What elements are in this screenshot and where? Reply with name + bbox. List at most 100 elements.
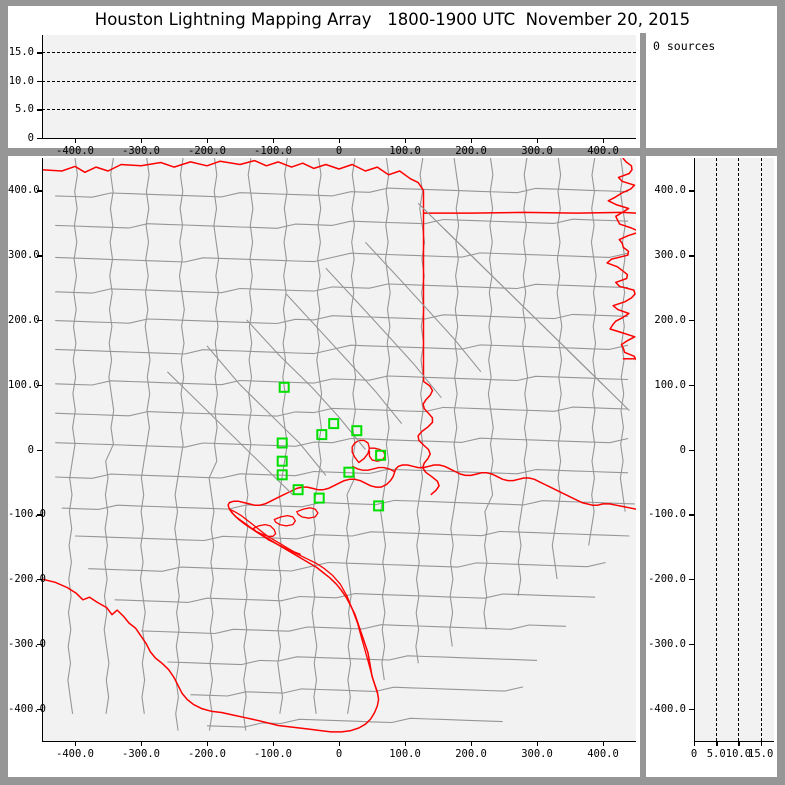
histogram-x-tick xyxy=(694,741,696,746)
histogram-y-tick xyxy=(689,514,694,516)
bay-matagorda xyxy=(296,507,319,519)
map-x-tick xyxy=(405,741,407,746)
histogram-x-ticklabel: 10.0 xyxy=(725,748,752,760)
altitude-x-tick xyxy=(75,138,77,143)
map-y-axis xyxy=(42,158,44,741)
altitude-x-tick xyxy=(405,138,407,143)
lma-station-marker[interactable] xyxy=(316,429,328,441)
source-count-label: 0 sources xyxy=(653,39,716,53)
histogram-y-ticklabel: 300.0 xyxy=(654,249,686,262)
lma-station-marker[interactable] xyxy=(343,466,355,478)
map-x-tick xyxy=(207,741,209,746)
county-boundary xyxy=(576,358,630,411)
map-x-tick xyxy=(339,741,341,746)
map-x-tick xyxy=(273,741,275,746)
altitude-y-ticklabel: 0 xyxy=(27,132,34,144)
county-boundary xyxy=(55,344,629,355)
county-boundary xyxy=(208,158,220,731)
altitude-x-ticklabel: 400.0 xyxy=(587,145,619,157)
map-y-tick xyxy=(37,449,42,451)
histogram-x-axis xyxy=(694,741,774,743)
histogram-y-tick xyxy=(689,319,694,322)
histogram-y-ticklabel: 0 xyxy=(679,443,686,456)
altitude-y-tick xyxy=(37,80,42,83)
county-boundary xyxy=(55,252,629,263)
county-boundary xyxy=(55,187,629,198)
county-boundary xyxy=(55,468,629,479)
altitude-y-ticklabel: 10.0 xyxy=(8,74,34,87)
histogram-y-ticklabel: 400.0 xyxy=(654,184,686,197)
lma-station-marker[interactable] xyxy=(351,425,363,437)
map-x-tick xyxy=(471,741,473,746)
state-line-rio-grande xyxy=(42,578,380,733)
county-boundary xyxy=(167,655,538,666)
map-x-tick xyxy=(603,741,605,746)
histogram-gridline xyxy=(738,158,740,741)
lma-station-marker[interactable] xyxy=(276,437,288,449)
map-y-tick xyxy=(37,643,42,646)
map-y-ticklabel: -400.0 xyxy=(8,702,46,715)
map-y-ticklabel: 0 xyxy=(27,443,34,456)
lma-station-marker[interactable] xyxy=(278,381,290,393)
lma-station-marker[interactable] xyxy=(373,500,385,512)
histogram-y-ticklabel: 100.0 xyxy=(654,378,686,391)
county-boundary xyxy=(55,313,629,325)
map-x-ticklabel: -400.0 xyxy=(56,748,94,760)
county-boundary xyxy=(61,499,635,510)
map-x-ticklabel: 300.0 xyxy=(521,748,553,760)
map-y-tick xyxy=(37,708,42,710)
county-boundary xyxy=(588,158,597,546)
lma-station-marker[interactable] xyxy=(313,492,325,504)
histogram-y-tick xyxy=(689,384,694,387)
histogram-y-ticklabel: -400.0 xyxy=(648,702,686,715)
histogram-y-tick xyxy=(689,708,694,710)
county-boundary xyxy=(55,437,629,448)
altitude-gridline xyxy=(42,52,636,54)
altitude-x-ticklabel: 200.0 xyxy=(455,145,487,157)
histogram-y-ticklabel: -200.0 xyxy=(648,573,686,586)
lma-station-marker[interactable] xyxy=(276,455,288,467)
histogram-y-tick xyxy=(689,190,694,192)
altitude-y-ticklabel: 15.0 xyxy=(8,46,34,59)
map-x-ticklabel: 0 xyxy=(335,748,343,760)
histogram-x-ticklabel: 5.0 xyxy=(706,748,726,760)
county-boundary xyxy=(55,218,629,229)
county-boundary xyxy=(74,530,630,542)
bay-baffin xyxy=(252,523,277,537)
lma-station-marker[interactable] xyxy=(292,484,304,496)
county-boundary xyxy=(364,241,482,373)
county-boundary xyxy=(246,319,366,450)
map-y-ticklabel: -100.0 xyxy=(8,508,46,521)
map-y-tick xyxy=(37,514,42,516)
lma-station-marker[interactable] xyxy=(375,449,387,461)
coastline-gulf xyxy=(227,464,636,700)
map-plot-area[interactable] xyxy=(42,158,636,741)
map-geography xyxy=(42,158,636,733)
lma-station-marker[interactable] xyxy=(276,469,288,481)
county-boundary xyxy=(114,593,596,603)
county-boundary xyxy=(190,686,524,697)
county-boundary xyxy=(277,158,288,714)
histogram-plot-area[interactable] xyxy=(694,158,774,741)
plan-view-map-panel: 400.0 300.0 200.0 100.0 0 -100.0 -200.0 -300.0 -… xyxy=(8,156,640,777)
lma-station-marker[interactable] xyxy=(328,418,340,430)
map-y-tick xyxy=(37,579,42,581)
source-count-panel: 0 sources xyxy=(646,33,777,148)
county-boundary xyxy=(55,406,629,417)
county-boundary xyxy=(285,293,403,424)
map-y-ticklabel: 100.0 xyxy=(8,378,40,391)
map-x-ticklabel: 200.0 xyxy=(455,748,487,760)
galveston-island xyxy=(351,465,395,473)
altitude-vs-east-panel: 0 5.0 10.0 15.0 -400.0 -300.0 -200.0 -100.0 0 100… xyxy=(8,33,640,157)
altitude-x-tick xyxy=(207,138,209,143)
altitude-gridline xyxy=(42,109,636,111)
altitude-plot-area[interactable] xyxy=(42,35,636,138)
county-boundary xyxy=(139,158,151,714)
barrier-island-padre xyxy=(230,510,378,694)
bay-corpus-christi xyxy=(273,514,297,527)
page-title: Houston Lightning Mapping Array 1800-190… xyxy=(94,10,691,29)
altitude-gridline xyxy=(42,80,636,82)
map-y-ticklabel: 200.0 xyxy=(8,313,40,326)
map-x-ticklabel: 400.0 xyxy=(587,748,619,760)
